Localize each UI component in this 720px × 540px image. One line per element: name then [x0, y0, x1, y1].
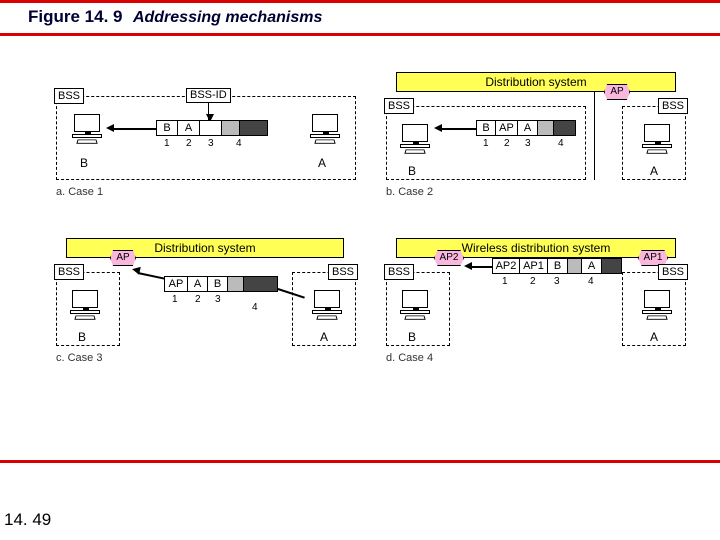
- field-num: 2: [504, 138, 510, 149]
- arrow-head-icon: [131, 265, 140, 274]
- arrow-line: [114, 128, 156, 130]
- field-num: 1: [172, 294, 178, 305]
- frame-cell-dark: [244, 276, 278, 292]
- arrow-head-icon: [106, 124, 114, 132]
- computer-icon: [70, 114, 104, 150]
- field-num: 2: [186, 138, 192, 149]
- field-num: 4: [252, 302, 258, 313]
- frame-case4: AP2 AP1 B A: [492, 258, 622, 274]
- bss-label: BSS: [658, 264, 688, 280]
- frame-cell-dark: [602, 258, 622, 274]
- ap-connector: [594, 92, 595, 180]
- field-num: 3: [554, 276, 560, 287]
- frame-cell-dark: [554, 120, 576, 136]
- frame-cell: B: [476, 120, 496, 136]
- ap-node: AP: [604, 84, 630, 100]
- frame-cell-shaded: [568, 258, 582, 274]
- field-num: 4: [588, 276, 594, 287]
- node-a-label: A: [650, 330, 658, 344]
- bss-label: BSS: [328, 264, 358, 280]
- bss-label: BSS: [384, 98, 414, 114]
- arrow-head-icon: [464, 262, 472, 270]
- arrow-line: [138, 272, 166, 279]
- node-b-label: B: [80, 156, 88, 170]
- node-a-label: A: [320, 330, 328, 344]
- frame-cell: A: [518, 120, 538, 136]
- arrow-line: [472, 266, 492, 268]
- bssid-callout: BSS-ID: [186, 88, 231, 103]
- figure-title: Addressing mechanisms: [133, 9, 322, 26]
- distribution-system-box: Distribution system: [396, 72, 676, 92]
- node-b-label: B: [78, 330, 86, 344]
- computer-icon: [310, 290, 344, 326]
- computer-icon: [640, 124, 674, 160]
- frame-cell: B: [156, 120, 178, 136]
- arrow-line: [442, 128, 476, 130]
- field-num: 2: [195, 294, 201, 305]
- panel-case1: BSS B A BSS-ID B A 1 2 3 4 a. Case 1: [56, 70, 366, 212]
- frame-case2: B AP A: [476, 120, 576, 136]
- frame-cell-shaded: [222, 120, 240, 136]
- bss-label: BSS: [384, 264, 414, 280]
- field-num: 1: [164, 138, 170, 149]
- bss-label: BSS: [54, 264, 84, 280]
- frame-cell: A: [188, 276, 208, 292]
- page-number: 14. 49: [4, 510, 51, 530]
- field-num: 3: [215, 294, 221, 305]
- frame-cell: AP2: [492, 258, 520, 274]
- figure-header: Figure 14. 9 Addressing mechanisms: [0, 3, 720, 33]
- computer-icon: [640, 290, 674, 326]
- panel-case3: Distribution system AP BSS BSS B A AP A …: [56, 236, 366, 378]
- frame-cell-dark: [240, 120, 268, 136]
- ap-node: AP: [110, 250, 136, 266]
- figure-label: Figure 14. 9: [28, 7, 122, 26]
- field-num: 4: [558, 138, 564, 149]
- computer-icon: [398, 124, 432, 160]
- field-num: 3: [208, 138, 214, 149]
- ap2-node: AP2: [434, 250, 464, 266]
- panel-case4: Wireless distribution system AP2 AP1 BSS…: [386, 236, 696, 378]
- bss-label-left: BSS: [54, 88, 84, 104]
- field-num: 3: [525, 138, 531, 149]
- panel-grid: BSS B A BSS-ID B A 1 2 3 4 a. Case 1 Dis…: [0, 36, 720, 386]
- frame-cell: B: [208, 276, 228, 292]
- panel-caption: a. Case 1: [56, 186, 103, 198]
- bss-label: BSS: [658, 98, 688, 114]
- node-a-label: A: [650, 164, 658, 178]
- computer-icon: [308, 114, 342, 150]
- frame-cell: A: [178, 120, 200, 136]
- frame-case3: AP A B: [164, 276, 278, 292]
- field-num: 4: [236, 138, 242, 149]
- frame-cell: B: [548, 258, 568, 274]
- node-a-label: A: [318, 156, 326, 170]
- panel-caption: c. Case 3: [56, 352, 102, 364]
- arrow-head-icon: [434, 124, 442, 132]
- node-b-label: B: [408, 330, 416, 344]
- field-num: 2: [530, 276, 536, 287]
- field-num: 1: [502, 276, 508, 287]
- frame-cell-shaded: [538, 120, 554, 136]
- frame-cell-shaded: [228, 276, 244, 292]
- computer-icon: [68, 290, 102, 326]
- computer-icon: [398, 290, 432, 326]
- panel-caption: b. Case 2: [386, 186, 433, 198]
- frame-cell: AP: [164, 276, 188, 292]
- rule-bottom: [0, 460, 720, 463]
- frame-case1: B A: [156, 120, 268, 136]
- frame-cell: AP: [496, 120, 518, 136]
- node-b-label: B: [408, 164, 416, 178]
- distribution-system-box: Distribution system: [66, 238, 344, 258]
- panel-caption: d. Case 4: [386, 352, 433, 364]
- frame-cell: AP1: [520, 258, 548, 274]
- field-num: 1: [483, 138, 489, 149]
- frame-cell: A: [582, 258, 602, 274]
- frame-cell: [200, 120, 222, 136]
- panel-case2: Distribution system AP BSS BSS B A B AP …: [386, 70, 696, 212]
